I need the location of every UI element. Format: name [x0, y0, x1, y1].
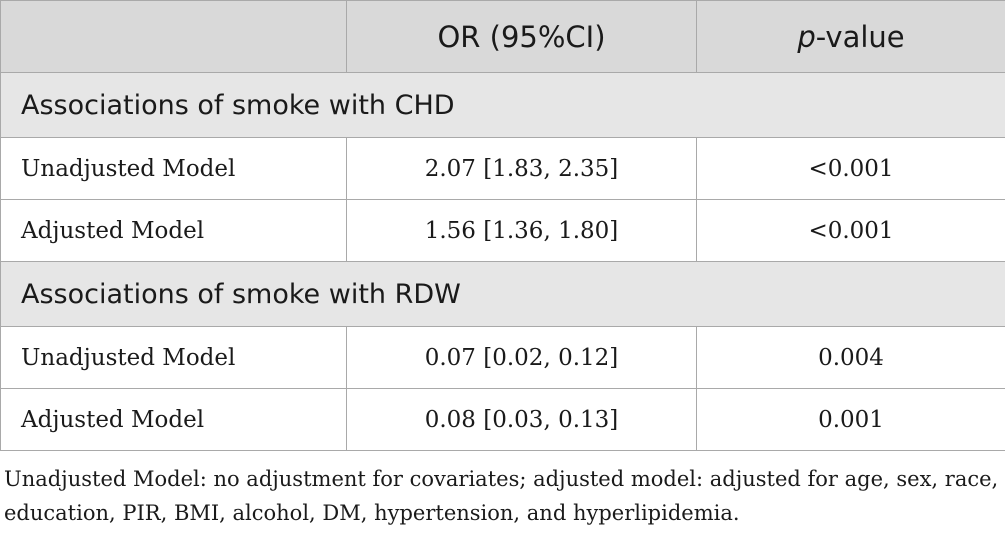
table-row: Unadjusted Model 0.07 [0.02, 0.12] 0.004	[0, 326, 1005, 389]
results-table: OR (95%CI) p-value Associations of smoke…	[0, 0, 1005, 451]
or-ci-cell: 0.07 [0.02, 0.12]	[346, 326, 697, 389]
header-p-italic: p	[797, 19, 816, 54]
p-value-cell: 0.004	[696, 326, 1005, 389]
footnote-line-2: education, PIR, BMI, alcohol, DM, hypert…	[4, 501, 740, 525]
model-cell: Unadjusted Model	[0, 137, 347, 200]
model-cell: Adjusted Model	[0, 388, 347, 451]
section-row-chd: Associations of smoke with CHD	[0, 72, 1005, 138]
section-title: Associations of smoke with CHD	[0, 72, 1005, 138]
section-row-rdw: Associations of smoke with RDW	[0, 261, 1005, 327]
p-value-cell: 0.001	[696, 388, 1005, 451]
table-row: Unadjusted Model 2.07 [1.83, 2.35] <0.00…	[0, 137, 1005, 200]
model-cell: Unadjusted Model	[0, 326, 347, 389]
header-empty-cell	[0, 0, 347, 73]
or-ci-cell: 1.56 [1.36, 1.80]	[346, 199, 697, 262]
footnote-line-1: Unadjusted Model: no adjustment for cova…	[4, 467, 999, 491]
results-table-container: OR (95%CI) p-value Associations of smoke…	[0, 0, 1005, 451]
p-value-cell: <0.001	[696, 199, 1005, 262]
header-p-value: p-value	[696, 0, 1005, 73]
table-row: Adjusted Model 0.08 [0.03, 0.13] 0.001	[0, 388, 1005, 451]
table-row: Adjusted Model 1.56 [1.36, 1.80] <0.001	[0, 199, 1005, 262]
or-ci-cell: 2.07 [1.83, 2.35]	[346, 137, 697, 200]
table-header-row: OR (95%CI) p-value	[0, 0, 1005, 73]
model-cell: Adjusted Model	[0, 199, 347, 262]
p-value-cell: <0.001	[696, 137, 1005, 200]
section-title: Associations of smoke with RDW	[0, 261, 1005, 327]
table-footnote: Unadjusted Model: no adjustment for cova…	[0, 462, 1005, 530]
header-or-ci: OR (95%CI)	[346, 0, 697, 73]
or-ci-cell: 0.08 [0.03, 0.13]	[346, 388, 697, 451]
header-p-rest: -value	[815, 19, 905, 54]
